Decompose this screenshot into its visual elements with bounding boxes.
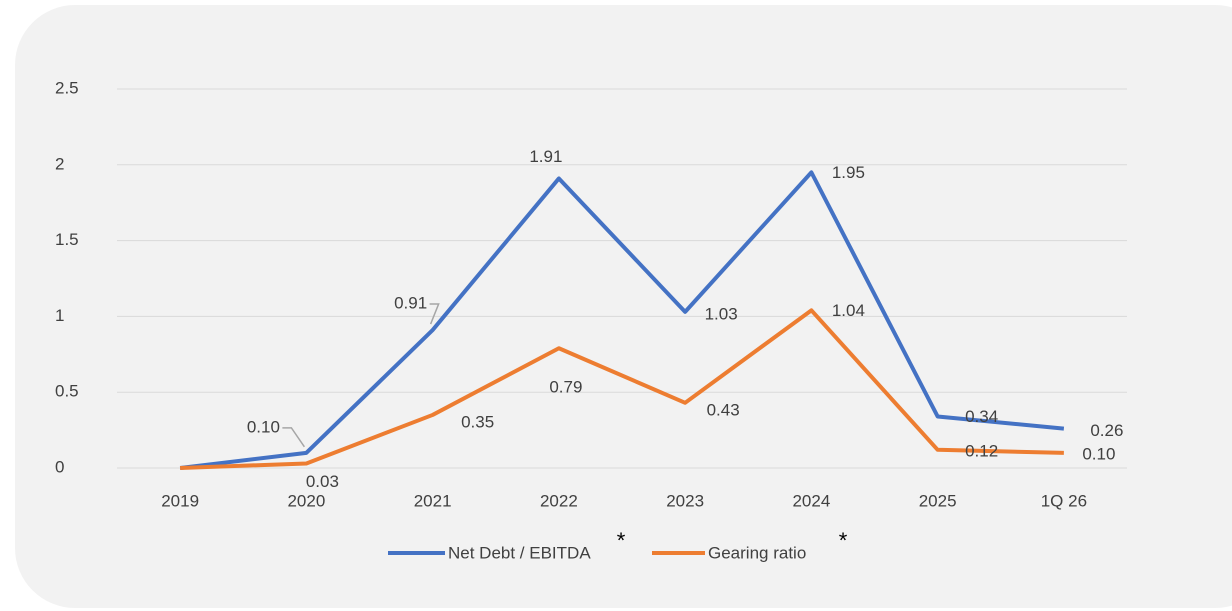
- y-tick-label: 0: [55, 457, 64, 476]
- x-tick-label: 1Q 26: [1041, 491, 1087, 510]
- data-label: 0.79: [549, 378, 582, 397]
- y-tick-label: 1: [55, 306, 64, 325]
- x-tick-label: 2022: [540, 491, 578, 510]
- y-tick-label: 0.5: [55, 382, 79, 401]
- x-tick-label: 2023: [666, 491, 704, 510]
- data-label: 0.43: [707, 400, 740, 419]
- data-label: 0.34: [965, 407, 998, 426]
- x-tick-label: 2021: [414, 491, 452, 510]
- y-tick-label: 2: [55, 154, 64, 173]
- data-label: 1.04: [832, 301, 865, 320]
- data-label: 1.91: [529, 147, 562, 166]
- line-series: [179, 170, 1065, 470]
- y-tick-label: 1.5: [55, 230, 79, 249]
- x-tick-label: 2019: [161, 491, 199, 510]
- legend-label: Net Debt / EBITDA: [448, 543, 591, 562]
- y-tick-label: 2.5: [55, 78, 79, 97]
- line-series: [180, 308, 1064, 470]
- legend-note: *: [839, 528, 848, 553]
- data-label: 0.10: [247, 417, 280, 436]
- x-tick-label: 2020: [287, 491, 325, 510]
- x-tick-label: 2025: [919, 491, 957, 510]
- legend-note: *: [617, 528, 626, 553]
- data-label: 0.10: [1082, 444, 1115, 463]
- data-label: 0.03: [306, 472, 339, 491]
- panel: [15, 5, 1232, 608]
- data-label: 1.95: [832, 163, 865, 182]
- data-label: 0.35: [461, 412, 494, 431]
- data-label: 0.12: [965, 441, 998, 460]
- leader-line: [429, 303, 440, 325]
- data-label: 0.26: [1090, 421, 1123, 440]
- x-tick-label: 2024: [792, 491, 830, 510]
- data-label: 0.91: [394, 294, 427, 313]
- leader-line: [282, 427, 305, 448]
- legend-label: Gearing ratio: [708, 543, 806, 562]
- data-label: 1.03: [705, 304, 738, 323]
